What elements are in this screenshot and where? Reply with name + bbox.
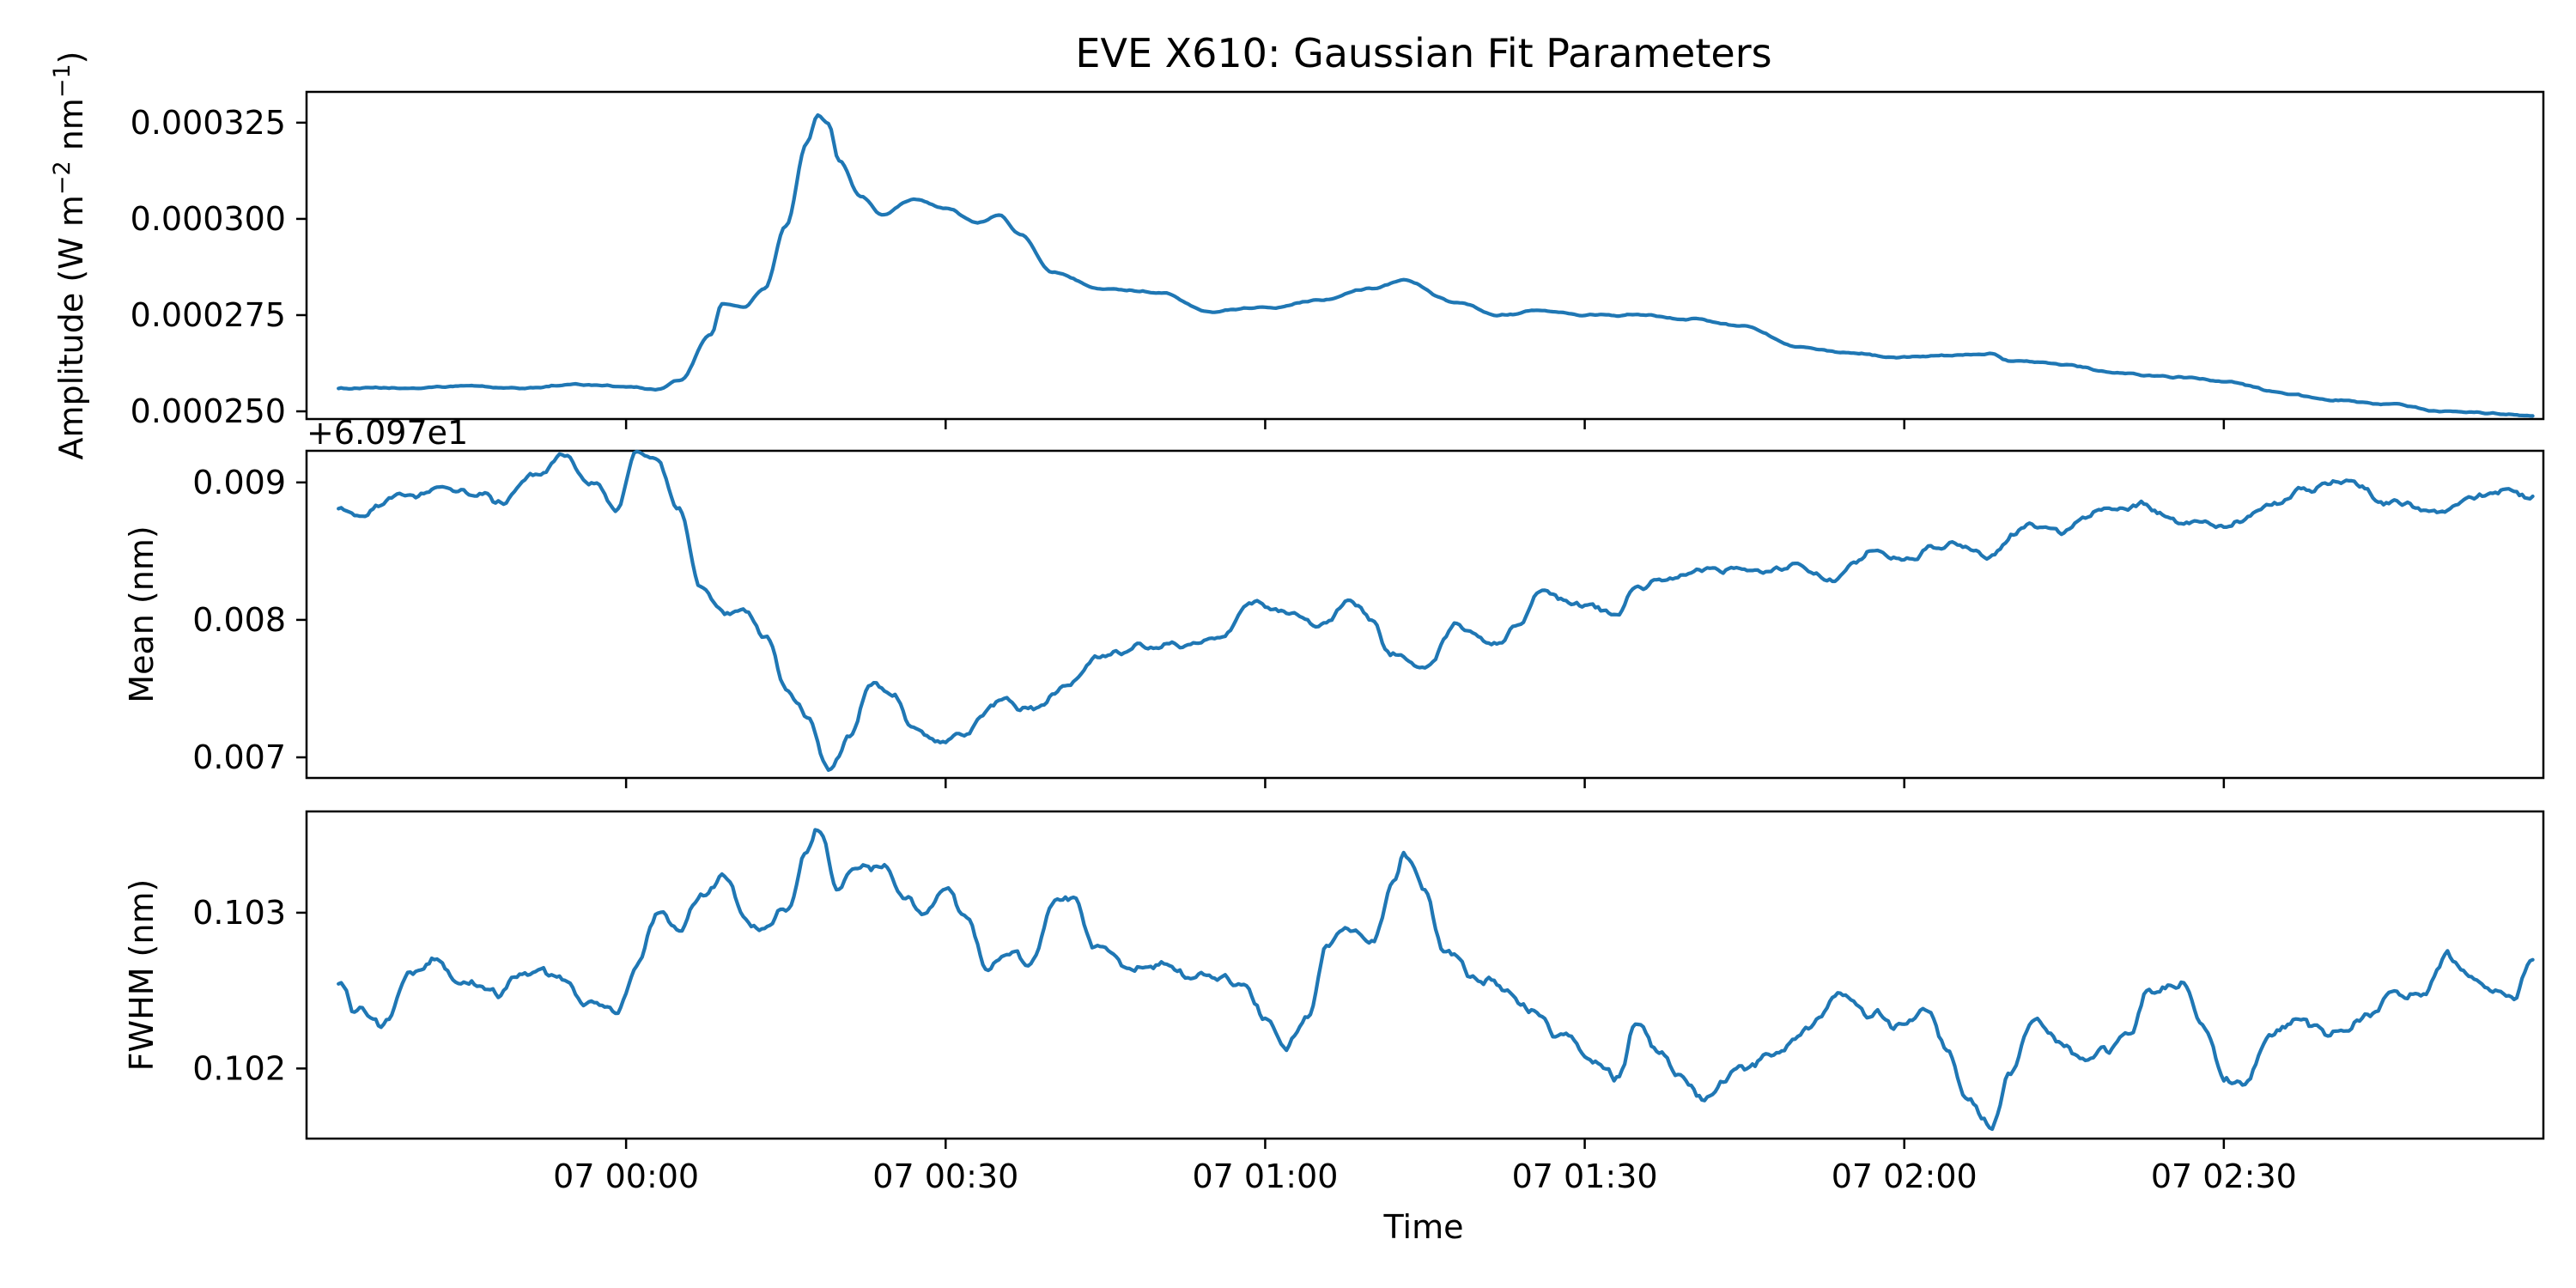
plot-frame <box>305 90 2545 421</box>
y-tick-label: 0.009 <box>192 464 286 501</box>
y-tick-label: 0.102 <box>192 1049 286 1087</box>
series-line <box>337 449 2535 772</box>
y-tick-label: 0.000300 <box>131 200 286 238</box>
amplitude-panel: 0.000250 0.000275 0.000300 0.000325 Amplitud… <box>49 52 2545 460</box>
y-tick-label: 0.000250 <box>131 392 286 430</box>
plot-frame <box>305 449 2545 780</box>
y-tick-label: 0.008 <box>192 601 286 639</box>
y-axis-label: Amplitude (W m−2 nm−1) <box>49 52 91 460</box>
x-tick-label: 07 02:30 <box>2151 1157 2297 1195</box>
y-tick-label: 0.000325 <box>131 104 286 142</box>
y-axis-label: Mean (nm) <box>123 526 161 702</box>
y-tick-label: 0.007 <box>192 738 286 776</box>
x-axis-label: Time <box>1383 1208 1464 1246</box>
y-tick-label: 0.000275 <box>131 296 286 334</box>
x-tick-label: 07 01:00 <box>1192 1157 1338 1195</box>
y-tick-label: 0.103 <box>192 894 286 932</box>
y-offset-text: +6.097e1 <box>307 414 468 452</box>
series-line <box>337 828 2535 1132</box>
x-tick-label: 07 01:30 <box>1512 1157 1658 1195</box>
x-tick-label: 07 02:00 <box>1832 1157 1978 1195</box>
x-tick-label: 07 00:30 <box>872 1157 1018 1195</box>
series-line <box>337 112 2535 418</box>
fwhm-panel: 0.102 0.103 07 00:00 07 00:30 07 01:00 07 01:… <box>123 810 2545 1195</box>
chart-title: EVE X610: Gaussian Fit Parameters <box>1075 30 1771 76</box>
mean-panel: 0.007 0.008 0.009 +6.097e1 Mean (nm) <box>123 414 2545 788</box>
y-axis-label: FWHM (nm) <box>123 879 161 1072</box>
x-tick-label: 07 00:00 <box>553 1157 699 1195</box>
plot-frame <box>305 810 2545 1140</box>
